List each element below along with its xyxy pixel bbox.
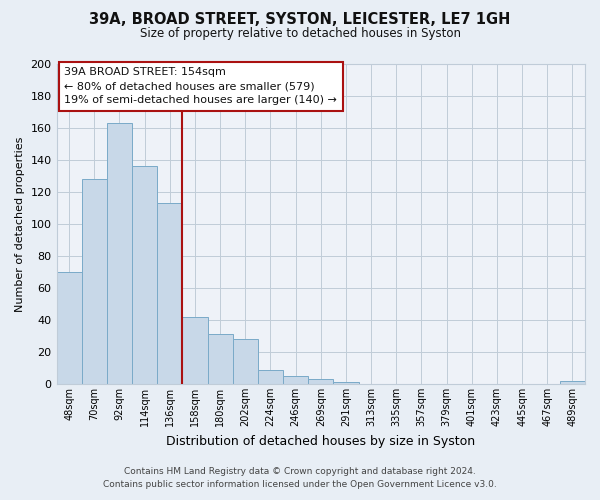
Y-axis label: Number of detached properties: Number of detached properties [15,136,25,312]
Bar [283,376,308,384]
Text: 39A BROAD STREET: 154sqm
← 80% of detached houses are smaller (579)
19% of semi-: 39A BROAD STREET: 154sqm ← 80% of detach… [64,67,337,105]
Text: Size of property relative to detached houses in Syston: Size of property relative to detached ho… [139,28,461,40]
Bar [233,339,258,384]
Text: Contains HM Land Registry data © Crown copyright and database right 2024.
Contai: Contains HM Land Registry data © Crown c… [103,468,497,489]
Bar [56,272,82,384]
Bar [334,382,359,384]
Text: 39A, BROAD STREET, SYSTON, LEICESTER, LE7 1GH: 39A, BROAD STREET, SYSTON, LEICESTER, LE… [89,12,511,28]
Bar [560,381,585,384]
Bar [258,370,283,384]
Bar [157,203,182,384]
Bar [208,334,233,384]
Bar [132,166,157,384]
Bar [308,379,334,384]
Bar [107,123,132,384]
X-axis label: Distribution of detached houses by size in Syston: Distribution of detached houses by size … [166,434,475,448]
Bar [82,179,107,384]
Bar [182,317,208,384]
